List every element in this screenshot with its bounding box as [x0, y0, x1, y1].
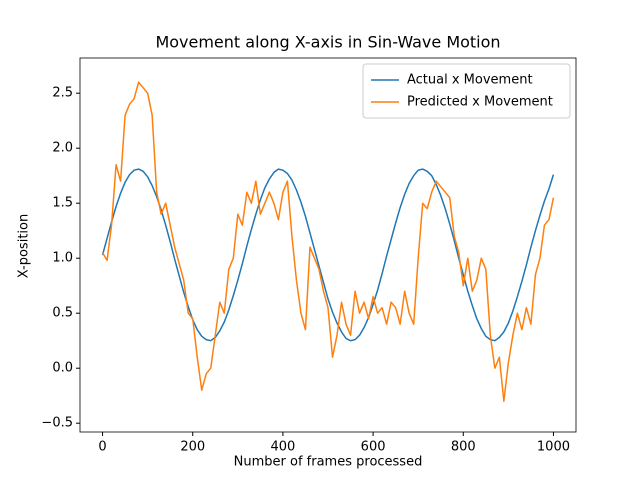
x-tick-label: 400 — [270, 440, 295, 455]
y-tick-label: 1.5 — [52, 196, 73, 211]
y-tick-label: 2.0 — [52, 141, 73, 156]
chart-title: Movement along X-axis in Sin-Wave Motion — [155, 33, 500, 52]
x-axis-label: Number of frames processed — [234, 455, 423, 470]
y-tick-label: 2.5 — [52, 86, 73, 101]
y-tick-label: −0.5 — [41, 416, 73, 431]
x-tick-label: 600 — [361, 440, 386, 455]
y-tick-label: 0.0 — [52, 361, 73, 376]
legend-label: Actual x Movement — [407, 73, 533, 88]
y-axis-label: X-position — [17, 214, 32, 278]
plot-frame — [79, 57, 577, 433]
x-tick-label: 800 — [451, 440, 476, 455]
data-line — [101, 81, 555, 402]
x-tick-label: 1000 — [537, 440, 570, 455]
legend-label: Predicted x Movement — [407, 95, 553, 110]
legend-box — [362, 63, 571, 119]
x-tick-label: 0 — [98, 440, 106, 455]
y-tick-label: 1.0 — [52, 251, 73, 266]
x-tick-label: 200 — [180, 440, 205, 455]
data-line — [101, 168, 555, 342]
y-tick-label: 0.5 — [52, 306, 73, 321]
